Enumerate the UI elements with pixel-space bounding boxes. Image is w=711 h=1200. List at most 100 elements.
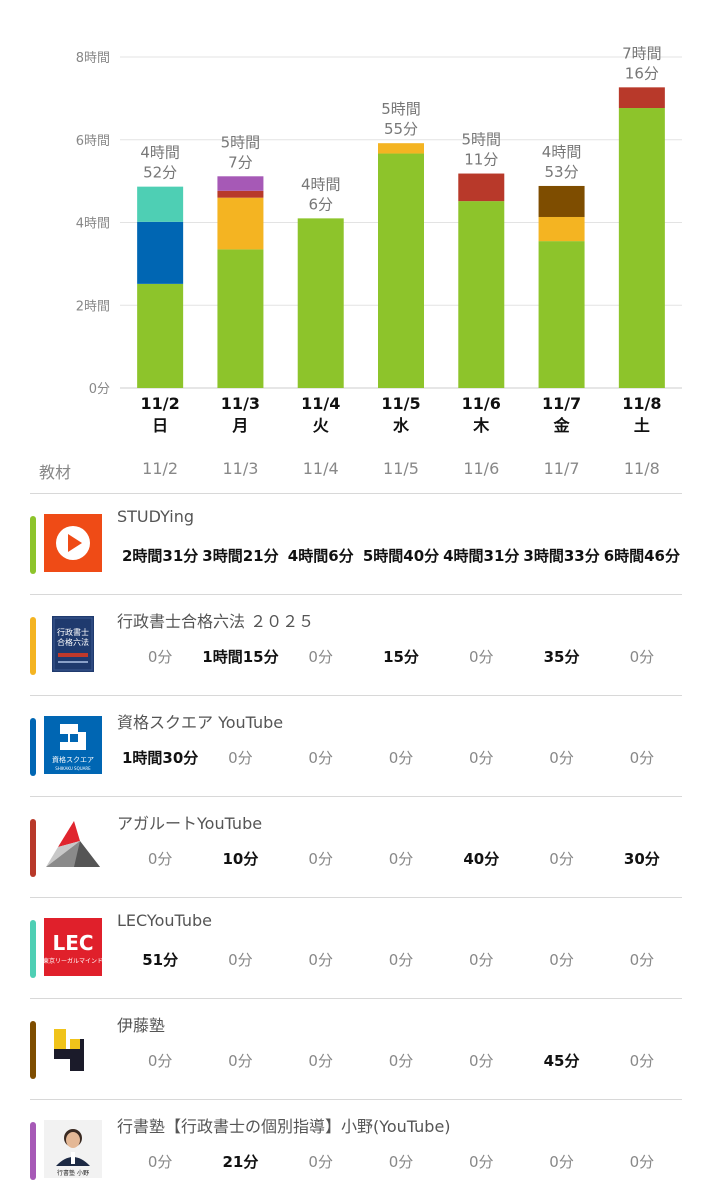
time-value-cell: 0分 (549, 749, 574, 767)
bar-segment-11/6-0 (458, 201, 505, 388)
svg-text:SHIKAKU SQUARE: SHIKAKU SQUARE (55, 766, 91, 771)
total-label-minutes: 53分 (545, 163, 579, 181)
chart-total-labels: 4時間 52分 5時間 7分 4時間 6分 5時間 55分 5時間 11分 4時間 53分 7時間 16分 (140, 44, 661, 213)
time-value-cell: 1時間30分 (121, 749, 199, 767)
time-value-cell: 6時間46分 (603, 547, 680, 565)
table-header-label: 教材 (38, 463, 72, 482)
x-tick-date: 11/6 (462, 394, 501, 413)
svg-text:合格六法: 合格六法 (57, 637, 89, 647)
total-label-minutes: 7分 (228, 153, 253, 171)
series-color-bar (30, 1122, 36, 1180)
bar-segment-11/5-1 (378, 143, 424, 154)
y-tick-label: 8時間 (76, 51, 110, 66)
bar-segment-11/6-3 (458, 173, 505, 202)
x-tick-weekday: 月 (231, 416, 248, 435)
bar-segment-11/3-1 (217, 197, 264, 250)
time-value-cell: 40分 (463, 850, 500, 868)
time-value-cell: 0分 (308, 951, 333, 969)
bar-segment-11/7-5 (538, 185, 585, 217)
time-value-cell: 0分 (228, 749, 253, 767)
time-value-cell: 5時間40分 (362, 547, 440, 565)
time-value-cell: 0分 (308, 648, 333, 666)
time-value-cell: 0分 (388, 749, 414, 767)
bar-segment-11/8-3 (618, 87, 665, 109)
total-label-hours: 4時間 (542, 143, 582, 161)
table-row: LEC 東京リーガルマインド LECYouTube 51分 0分 0分 0分 0分 0分 0分 (30, 898, 682, 999)
y-tick-label: 2時間 (76, 299, 110, 314)
material-title: STUDYing (117, 507, 195, 526)
time-value-cell: 0分 (549, 1153, 574, 1171)
time-value-cell: 0分 (388, 1052, 414, 1070)
time-value-cell: 0分 (147, 850, 173, 868)
x-tick-weekday: 水 (393, 416, 410, 435)
time-value-cell: 0分 (147, 1153, 173, 1171)
x-tick-date: 11/2 (141, 394, 180, 413)
time-value-cell: 0分 (629, 951, 655, 969)
bar-segment-11/3-0 (217, 249, 264, 388)
total-label-hours: 7時間 (622, 44, 662, 62)
chart-grid: 0分 2時間 4時間 6時間 8時間 (76, 51, 682, 397)
time-value-cell: 0分 (549, 850, 574, 868)
time-value-cell: 0分 (629, 1052, 655, 1070)
time-value-cell: 1時間15分 (202, 648, 279, 666)
time-value-cell: 0分 (147, 648, 173, 666)
bar-segment-11/3-3 (217, 190, 264, 198)
total-label-hours: 5時間 (381, 100, 421, 118)
total-label-hours: 5時間 (221, 133, 261, 151)
lec-logo-icon: LEC 東京リーガルマインド (44, 918, 102, 976)
time-value-cell: 0分 (388, 951, 414, 969)
svg-text:行書塾 小野: 行書塾 小野 (57, 1169, 89, 1177)
x-tick-weekday: 日 (152, 416, 168, 435)
time-value-cell: 0分 (469, 648, 494, 666)
bar-segment-11/2-4 (137, 186, 184, 222)
time-value-cell: 0分 (388, 850, 414, 868)
time-value-cell: 0分 (308, 1052, 333, 1070)
time-value-cell: 0分 (308, 850, 333, 868)
material-title: アガルートYouTube (117, 814, 263, 833)
bar-segment-11/7-0 (538, 241, 585, 388)
table-header-date: 11/7 (543, 459, 580, 478)
material-title: 伊藤塾 (117, 1016, 166, 1035)
bar-segment-11/4-0 (297, 218, 344, 388)
time-value-cell: 0分 (228, 1052, 253, 1070)
materials-table: 教材 11/2 11/3 11/4 11/5 11/6 11/7 11/8 STUDYing… (30, 445, 682, 1200)
table-row: アガルートYouTube 0分 10分 0分 0分 40分 0分 30分 (30, 797, 682, 898)
series-color-bar (30, 819, 36, 877)
table-row: STUDYing 2時間31分 3時間21分 4時間6分 5時間40分 4時間31分 3時間… (30, 494, 682, 595)
time-value-cell: 0分 (308, 1153, 333, 1171)
series-color-bar (30, 516, 36, 574)
table-header-date: 11/5 (383, 459, 419, 478)
svg-text:LEC: LEC (52, 931, 93, 955)
x-tick-date: 11/4 (301, 394, 340, 413)
chart-bars (137, 87, 665, 388)
bar-segment-11/5-0 (378, 153, 424, 388)
time-value-cell: 15分 (383, 648, 419, 666)
total-label-hours: 5時間 (462, 131, 502, 149)
time-value-cell: 21分 (222, 1153, 259, 1171)
table-row: 資格スクエア SHIKAKU SQUARE 資格スクエア YouTube 1時間30分… (30, 696, 682, 797)
table-header-date: 11/4 (302, 459, 339, 478)
series-color-bar (30, 1021, 36, 1079)
time-value-cell: 0分 (629, 1153, 655, 1171)
x-tick-date: 11/8 (622, 394, 661, 413)
x-tick-weekday: 土 (634, 416, 650, 435)
time-value-cell: 0分 (549, 951, 574, 969)
x-tick-date: 11/5 (381, 394, 420, 413)
time-value-cell: 0分 (147, 1052, 173, 1070)
svg-text:資格スクエア: 資格スクエア (52, 755, 94, 764)
material-title: 資格スクエア YouTube (117, 713, 284, 732)
time-value-cell: 51分 (142, 951, 179, 969)
y-tick-label: 6時間 (76, 134, 110, 149)
time-value-cell: 0分 (469, 1052, 494, 1070)
y-tick-label: 4時間 (76, 217, 110, 232)
x-tick-weekday: 木 (472, 416, 490, 435)
series-color-bar (30, 617, 36, 675)
time-value-cell: 0分 (469, 749, 494, 767)
time-value-cell: 3時間21分 (202, 547, 279, 565)
series-color-bar (30, 718, 36, 776)
time-value-cell: 10分 (222, 850, 259, 868)
book-cover-icon: 行政書士 合格六法 (44, 615, 102, 673)
time-value-cell: 0分 (228, 951, 253, 969)
svg-text:行政書士: 行政書士 (57, 627, 89, 637)
bar-segment-11/2-2 (137, 221, 184, 284)
